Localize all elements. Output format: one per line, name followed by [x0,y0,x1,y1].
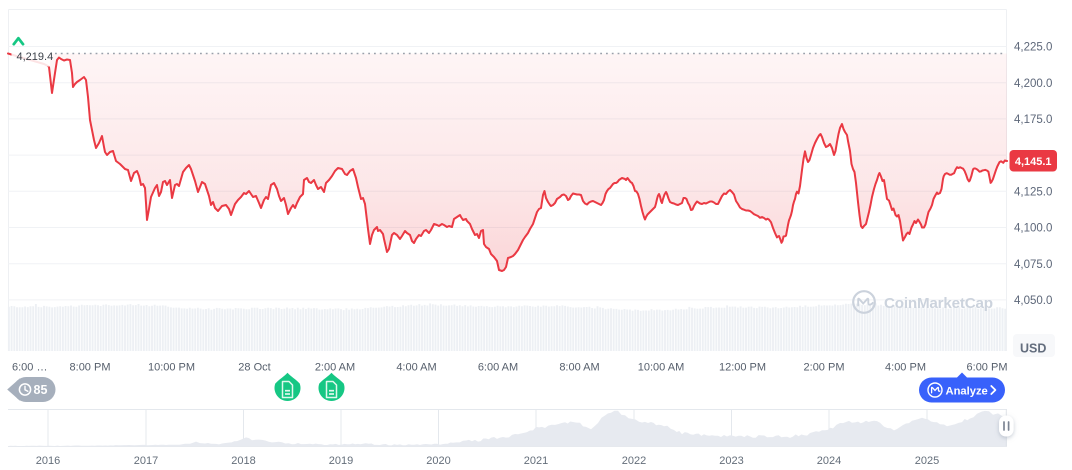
svg-text:Analyze: Analyze [946,385,988,397]
svg-text:2025: 2025 [915,455,939,467]
svg-text:85: 85 [34,383,48,397]
svg-text:CoinMarketCap: CoinMarketCap [884,295,993,312]
svg-text:4:00 AM: 4:00 AM [396,362,436,374]
svg-text:8:00 AM: 8:00 AM [559,362,599,374]
svg-text:4,175.0: 4,175.0 [1014,114,1052,126]
svg-text:10:00 AM: 10:00 AM [638,362,684,374]
svg-text:4,200.0: 4,200.0 [1014,78,1052,90]
svg-text:2022: 2022 [622,455,646,467]
svg-text:2:00 PM: 2:00 PM [804,362,845,374]
svg-text:2024: 2024 [817,455,841,467]
svg-text:2019: 2019 [329,455,353,467]
svg-text:2018: 2018 [231,455,255,467]
svg-text:4,225.0: 4,225.0 [1014,42,1052,54]
svg-text:2017: 2017 [134,455,158,467]
svg-text:6:00 PM: 6:00 PM [967,362,1008,374]
svg-text:8:00 PM: 8:00 PM [70,362,111,374]
svg-text:USD: USD [1020,342,1046,356]
svg-text:10:00 PM: 10:00 PM [148,362,195,374]
svg-text:4,125.0: 4,125.0 [1014,187,1052,199]
svg-text:4,075.0: 4,075.0 [1014,259,1052,271]
svg-text:4:00 PM: 4:00 PM [885,362,926,374]
svg-text:6:00 …: 6:00 … [12,362,47,374]
svg-text:4,100.0: 4,100.0 [1014,223,1052,235]
svg-text:6:00 AM: 6:00 AM [478,362,518,374]
svg-text:4,219.4: 4,219.4 [17,51,54,63]
svg-text:4,145.1: 4,145.1 [1015,156,1052,168]
svg-text:2023: 2023 [719,455,743,467]
svg-text:2020: 2020 [426,455,450,467]
svg-text:2016: 2016 [36,455,60,467]
svg-text:12:00 PM: 12:00 PM [719,362,766,374]
svg-text:28 Oct: 28 Oct [238,362,270,374]
svg-text:2021: 2021 [524,455,548,467]
svg-text:2:00 AM: 2:00 AM [315,362,355,374]
svg-text:4,050.0: 4,050.0 [1014,295,1052,307]
